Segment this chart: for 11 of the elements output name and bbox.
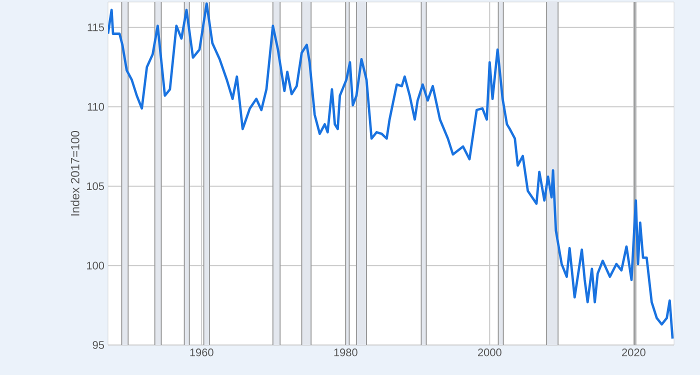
x-tick-label: 2020 [622,348,646,356]
x-tick-label: 1980 [334,348,358,356]
y-axis-title: Index 2017=100 [70,130,80,216]
x-tick-label: 2000 [478,348,502,356]
y-tick-label: 110 [88,102,104,111]
y-tick-label: 105 [87,182,104,190]
line-series [108,2,674,340]
y-tick-label: 115 [88,24,104,32]
y-tick-label: 95 [92,341,104,349]
x-tick-label: 1960 [190,348,214,356]
y-tick-label: 100 [87,262,104,270]
